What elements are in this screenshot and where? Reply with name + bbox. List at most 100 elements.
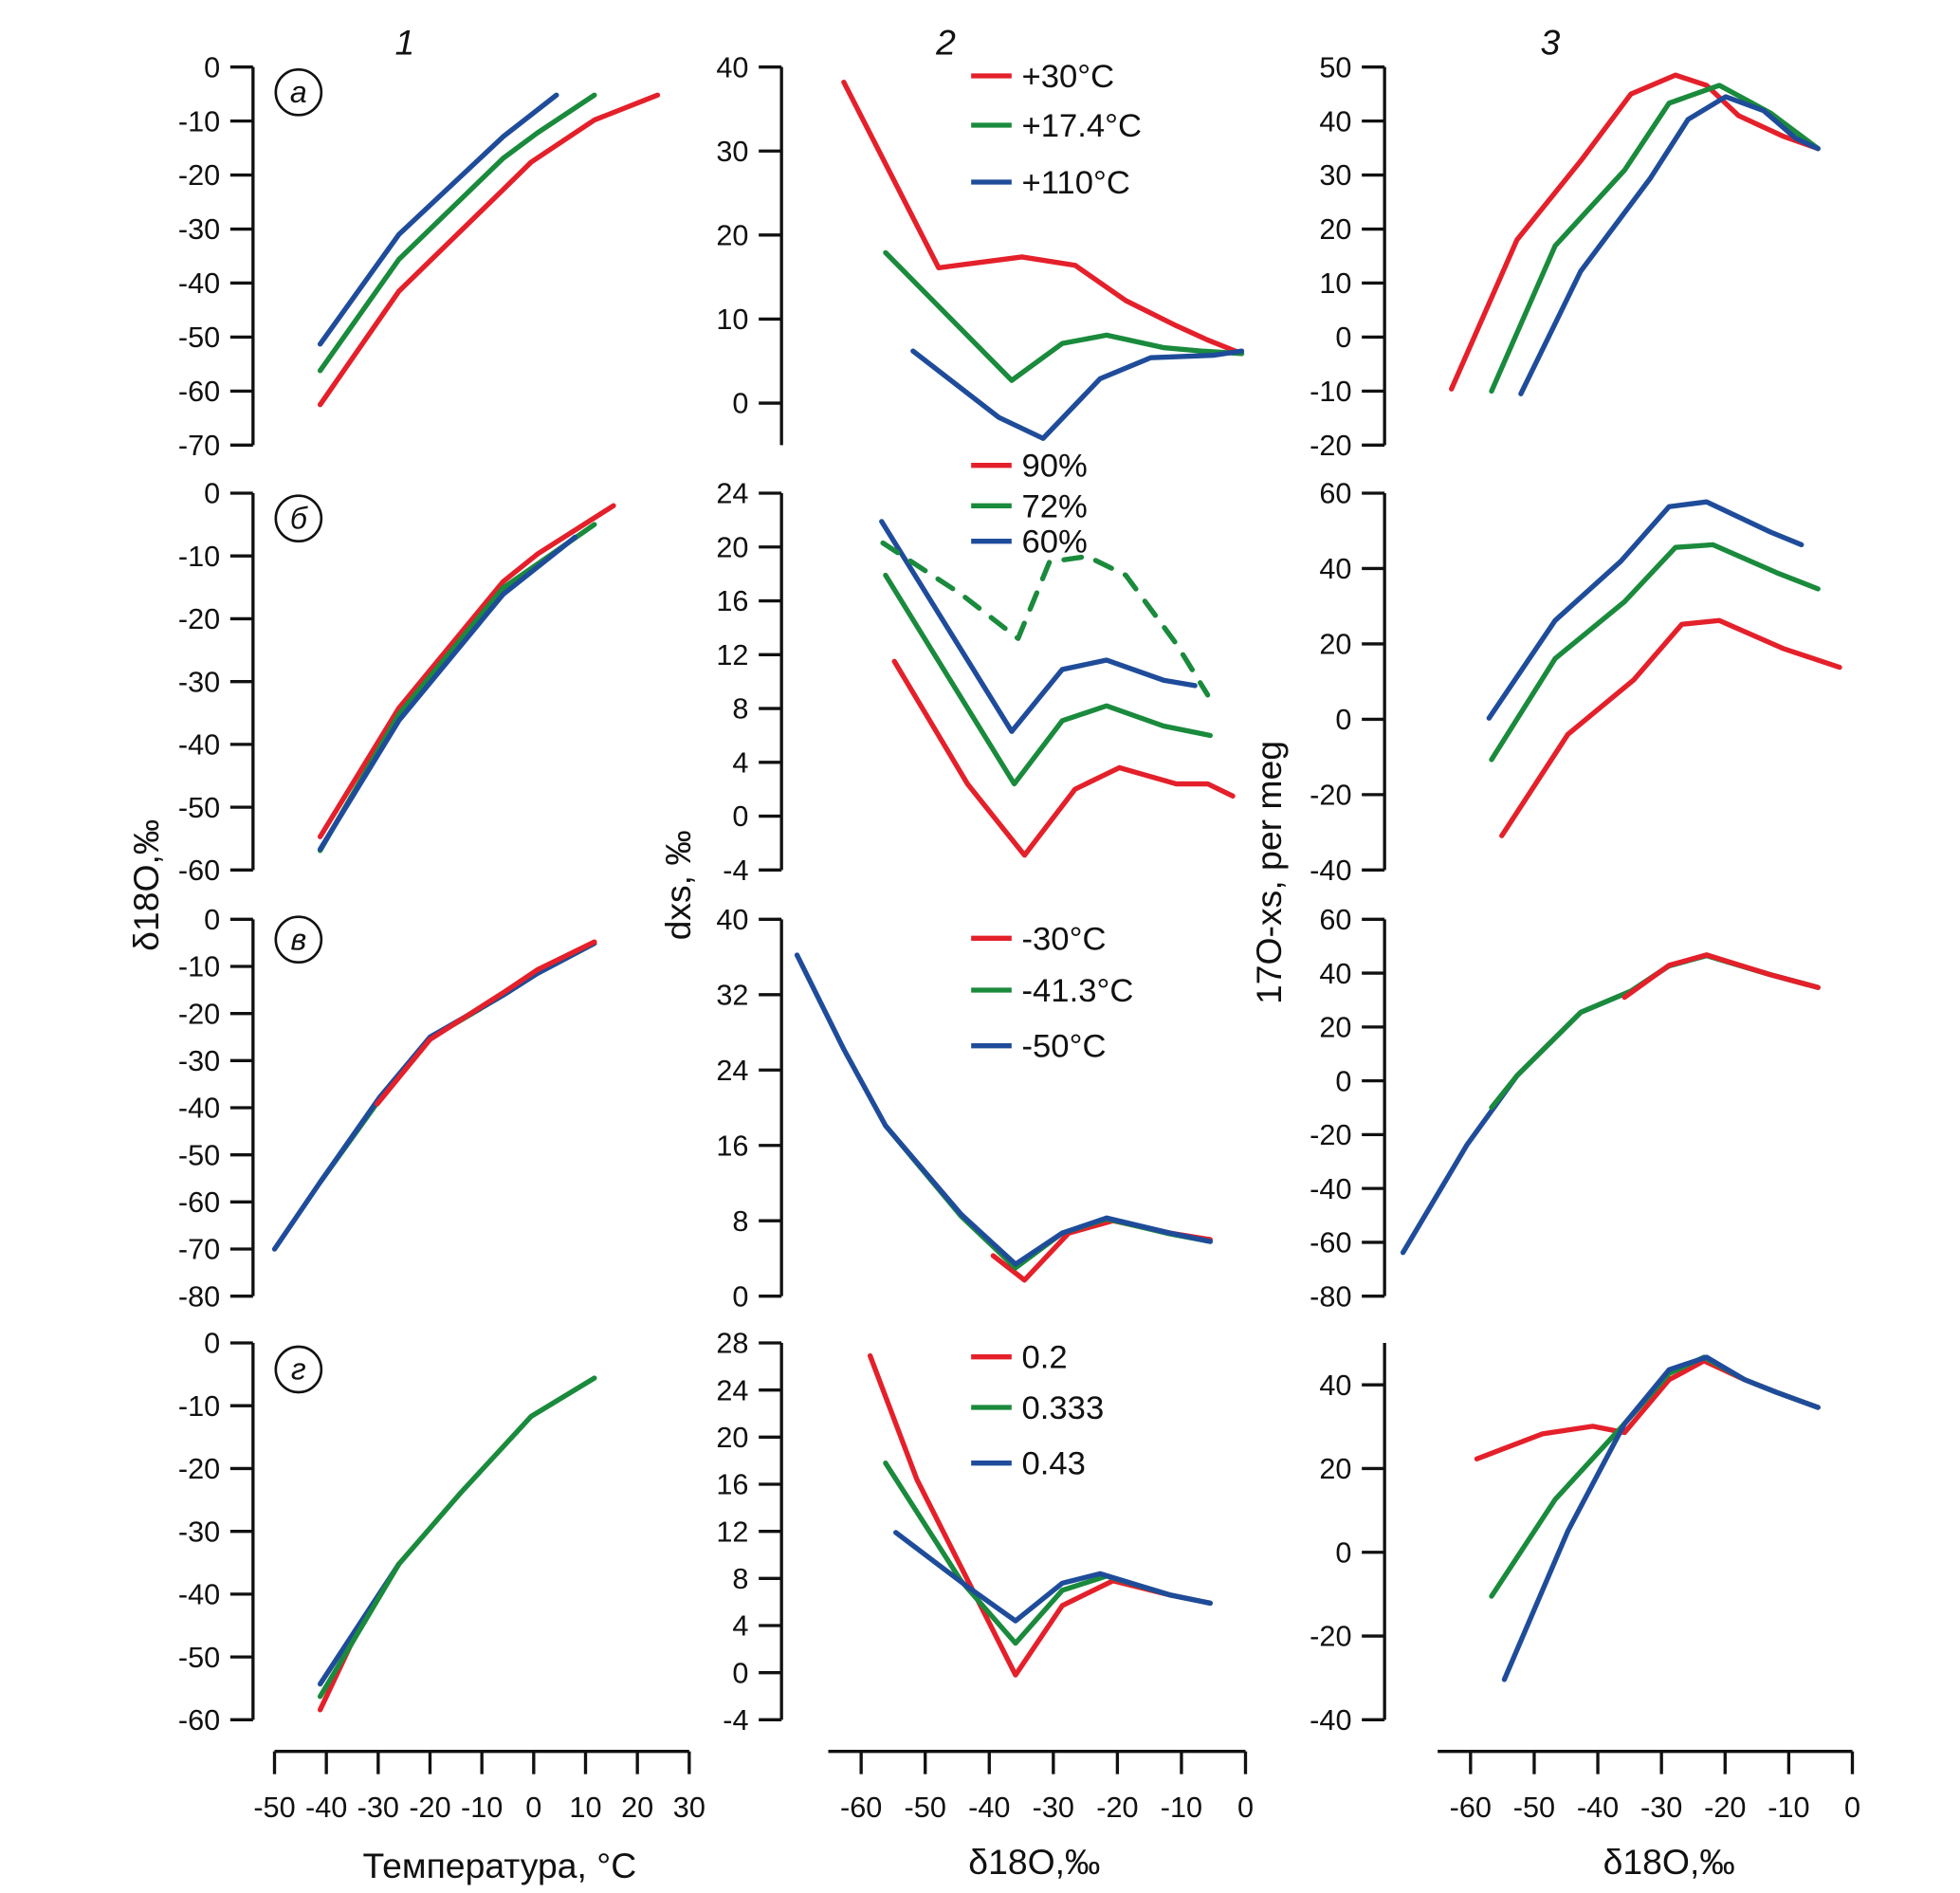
x-tick-label: -30: [357, 1792, 399, 1824]
panel-г-2: 28 24 20 16 12 8 4 0 -4 -60 -50 -40 -30 -20 -10 0 0.2 0.3…: [716, 1328, 1254, 1824]
series-line: [1489, 1354, 1821, 1599]
y-tick-label: 60: [1319, 904, 1351, 936]
y-tick-label: 10: [1319, 267, 1351, 300]
y-tick-label: 0: [204, 478, 220, 510]
y-tick-label: 16: [716, 585, 748, 617]
y-tick-label: 24: [716, 1055, 748, 1087]
y-tick-label: 0: [1335, 704, 1351, 736]
x-tick-label: -10: [1161, 1792, 1202, 1824]
panel-letter-b: б: [274, 494, 323, 542]
y-tick-label: -40: [178, 267, 220, 300]
y-tick-label: -20: [178, 159, 220, 192]
x-tick-label: 0: [1844, 1792, 1860, 1824]
y-tick-label: 0: [204, 904, 220, 936]
series-line: [910, 348, 1245, 441]
legend-item: -30°C: [971, 921, 1106, 957]
y-tick-label: 0: [204, 51, 220, 83]
col1-y-label: δ18O,‰: [126, 819, 166, 951]
panel-в-1: 0 -10 -20 -30 -40 -50 -60 -70 -80: [178, 904, 597, 1313]
x-tick-label: -60: [840, 1792, 882, 1824]
y-tick-label: -80: [178, 1280, 220, 1313]
y-tick-label: -20: [178, 998, 220, 1030]
x-tick-label: 0: [525, 1792, 541, 1824]
series-line: [317, 92, 559, 347]
series-line: [317, 92, 661, 408]
col3-x-label: δ18O,‰: [1603, 1842, 1735, 1882]
legend-label: -41.3°C: [1022, 973, 1134, 1009]
legend-item: 0.43: [971, 1446, 1086, 1482]
y-tick-label: 60: [1319, 478, 1351, 510]
series-line: [883, 1123, 1213, 1271]
series-line: [1489, 83, 1821, 395]
panel-а-1: 0 -10 -20 -30 -40 -50 -60 -70: [178, 51, 661, 462]
y-tick-label: -30: [178, 666, 220, 698]
series-line: [317, 1375, 597, 1700]
y-tick-label: 20: [1319, 1453, 1351, 1485]
y-tick-label: -60: [1310, 1227, 1351, 1259]
y-tick-label: -40: [1310, 1704, 1351, 1737]
legend-item: 60%: [971, 524, 1088, 561]
series-line: [317, 941, 597, 1185]
y-tick-label: -20: [1310, 1119, 1351, 1151]
y-tick-label: -40: [178, 729, 220, 762]
y-tick-label: 50: [1319, 51, 1351, 83]
series-line: [1621, 952, 1821, 1001]
series-line: [317, 522, 597, 854]
legend-label: +30°C: [1022, 59, 1115, 95]
y-tick-label: 40: [1319, 553, 1351, 585]
x-tick-label: -30: [1033, 1792, 1074, 1824]
y-tick-label: -80: [1310, 1280, 1351, 1313]
panel-г-3: 40 20 0 -20 -40 -60 -50 -40 -30 -20 -10 0: [1310, 1343, 1860, 1824]
col1-x-label: Температура, °C: [362, 1846, 636, 1885]
panel-в-3: 60 40 20 0 -20 -40 -60 -80: [1310, 904, 1821, 1313]
legend-item: -50°C: [971, 1029, 1106, 1065]
panel-letter-v: в: [274, 915, 323, 964]
y-tick-label: 0: [732, 800, 748, 833]
y-tick-label: 16: [716, 1469, 748, 1501]
y-tick-label: -70: [178, 1234, 220, 1266]
y-tick-label: -4: [723, 855, 748, 887]
y-tick-label: -10: [178, 541, 220, 573]
legend-item: 0.333: [971, 1390, 1104, 1426]
panel-б-2: 24 20 16 12 8 4 0 -4 90%72%60%: [716, 449, 1236, 887]
y-tick-label: -20: [1310, 1621, 1351, 1653]
y-tick-label: 0: [1335, 1065, 1351, 1097]
y-tick-label: -40: [1310, 855, 1351, 887]
series-line: [375, 939, 597, 1107]
svg-text:а: а: [290, 75, 307, 109]
x-tick-label: -10: [461, 1792, 503, 1824]
series-line: [1449, 72, 1821, 392]
svg-text:г: г: [291, 1352, 306, 1387]
legend-label: +110°C: [1022, 165, 1130, 201]
y-tick-label: 12: [716, 639, 748, 671]
series-line-dashed: [880, 540, 1211, 698]
y-tick-label: 20: [716, 220, 748, 252]
legend-item: 0.2: [971, 1340, 1068, 1376]
y-tick-label: 0: [732, 1657, 748, 1689]
legend-item: 72%: [971, 488, 1088, 524]
y-tick-label: 20: [716, 531, 748, 563]
legend-item: -41.3°C: [971, 973, 1133, 1009]
y-tick-label: -30: [178, 213, 220, 246]
y-tick-label: 0: [1335, 1536, 1351, 1569]
column-header-1: 1: [394, 22, 414, 62]
series-line: [317, 92, 597, 374]
y-tick-label: -50: [178, 1642, 220, 1674]
y-tick-label: 8: [732, 1563, 748, 1595]
y-tick-label: 0: [1335, 322, 1351, 354]
series-line: [879, 519, 1198, 734]
y-tick-label: -50: [178, 792, 220, 824]
y-tick-label: -60: [178, 1186, 220, 1219]
y-tick-label: 8: [732, 1205, 748, 1238]
y-tick-label: -20: [1310, 430, 1351, 462]
series-line: [893, 1530, 1213, 1624]
series-line: [1499, 617, 1842, 838]
y-tick-label: 40: [716, 51, 748, 83]
col3-y-label: 17O-xs, per meg: [1249, 741, 1289, 1004]
x-tick-label: -20: [409, 1792, 450, 1824]
y-tick-label: 10: [716, 303, 748, 336]
panel-а-2: 40 30 20 10 0 +30°C +17.4°C +110°C: [716, 51, 1245, 446]
y-tick-label: -20: [178, 1453, 220, 1485]
series-line: [990, 1218, 1213, 1283]
